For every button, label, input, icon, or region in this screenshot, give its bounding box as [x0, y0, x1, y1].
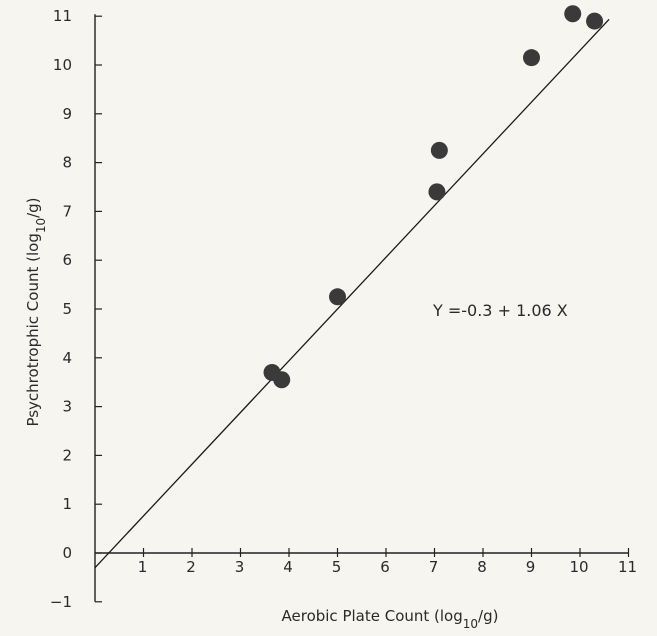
y-tick-label: 0: [62, 544, 72, 562]
y-axis-label: Psychrotrophic Count (log10/g): [24, 197, 48, 426]
data-points: [263, 5, 604, 389]
x-tick-label: 10: [569, 558, 588, 576]
x-ticks: 1 2 3 4 5 6 7 8 9 10 11: [138, 548, 637, 576]
data-point: [430, 141, 448, 159]
y-tick-label: 5: [62, 300, 72, 318]
y-tick-label: 8: [62, 154, 72, 172]
y-tick-label: 4: [62, 349, 72, 367]
data-point: [329, 288, 346, 306]
x-tick-label: 9: [526, 558, 536, 576]
data-point: [586, 12, 604, 30]
y-tick-label: 2: [62, 446, 72, 464]
data-point: [523, 49, 540, 67]
y-tick-label: 7: [62, 202, 72, 220]
x-tick-label: 2: [186, 558, 196, 576]
y-tick-label: 10: [53, 56, 72, 74]
x-tick-label: 1: [138, 558, 148, 576]
x-tick-label: 11: [618, 558, 637, 576]
y-tick-label: 1: [62, 495, 72, 513]
x-axis-label: Aerobic Plate Count (log10/g): [282, 607, 499, 631]
x-tick-label: 6: [380, 558, 390, 576]
y-tick-label: 9: [62, 105, 72, 123]
regression-line: [94, 18, 610, 569]
y-tick-label: −1: [50, 593, 72, 611]
x-tick-label: 8: [477, 558, 487, 576]
data-point: [273, 371, 291, 389]
x-tick-label: 3: [235, 558, 245, 576]
regression-equation: Y =-0.3 + 1.06 X: [432, 301, 568, 320]
data-point: [564, 5, 582, 23]
x-tick-label: 4: [283, 558, 293, 576]
y-tick-label: 11: [53, 7, 72, 25]
data-point: [428, 183, 446, 201]
x-tick-label: 5: [332, 558, 342, 576]
y-tick-label: 6: [62, 251, 72, 269]
y-ticks: −1 0 1 2 3 4 5 6 7 8 9 10 11: [50, 7, 102, 611]
x-tick-label: 7: [429, 558, 439, 576]
y-tick-label: 3: [62, 398, 72, 416]
